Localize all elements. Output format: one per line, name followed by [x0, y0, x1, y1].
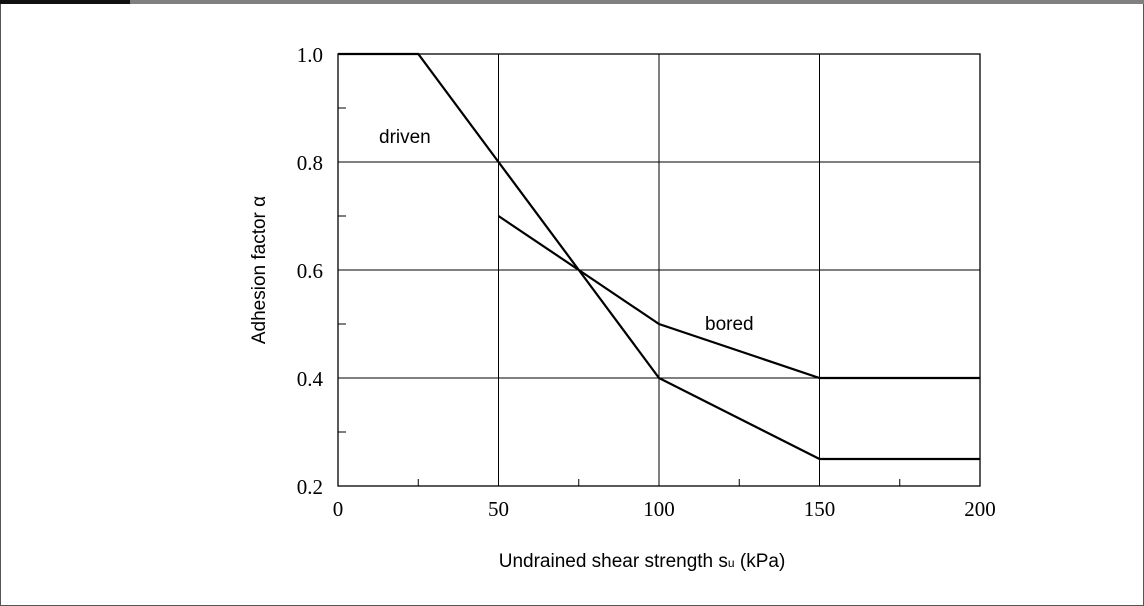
top-bar [0, 0, 1144, 4]
x-tick-label-1: 50 [488, 497, 509, 521]
plot-area-frame [337, 53, 981, 487]
x-tick-label-4: 200 [964, 497, 996, 521]
grid-lines [338, 54, 980, 486]
x-tick-labels: 0 50 100 150 200 [333, 497, 996, 521]
x-axis-title: Undrained shear strength su (kPa) [499, 551, 786, 572]
x-axis-title-subscript: u [728, 556, 735, 570]
x-tick-label-3: 150 [804, 497, 836, 521]
series-label-bored: bored [705, 314, 754, 335]
series-labels: driven bored [379, 127, 754, 335]
y-tick-label-0: 0.2 [297, 475, 323, 499]
y-tick-label-2: 0.6 [297, 259, 323, 283]
minor-ticks [338, 107, 901, 486]
x-tick-label-0: 0 [333, 497, 344, 521]
series-line-bored [497, 215, 980, 380]
x-axis-title-unit: (kPa) [735, 551, 786, 572]
series-lines [338, 52, 980, 461]
top-tab [0, 0, 130, 4]
y-tick-label-4: 1.0 [297, 43, 323, 67]
x-axis-title-main: Undrained shear strength s [499, 551, 728, 572]
x-tick-label-2: 100 [643, 497, 675, 521]
y-axis-title: Adhesion factor α [249, 196, 270, 344]
series-label-driven: driven [379, 127, 431, 148]
y-tick-labels: 0.2 0.4 0.6 0.8 1.0 [297, 43, 324, 499]
y-tick-label-1: 0.4 [297, 367, 324, 391]
y-tick-label-3: 0.8 [297, 151, 323, 175]
